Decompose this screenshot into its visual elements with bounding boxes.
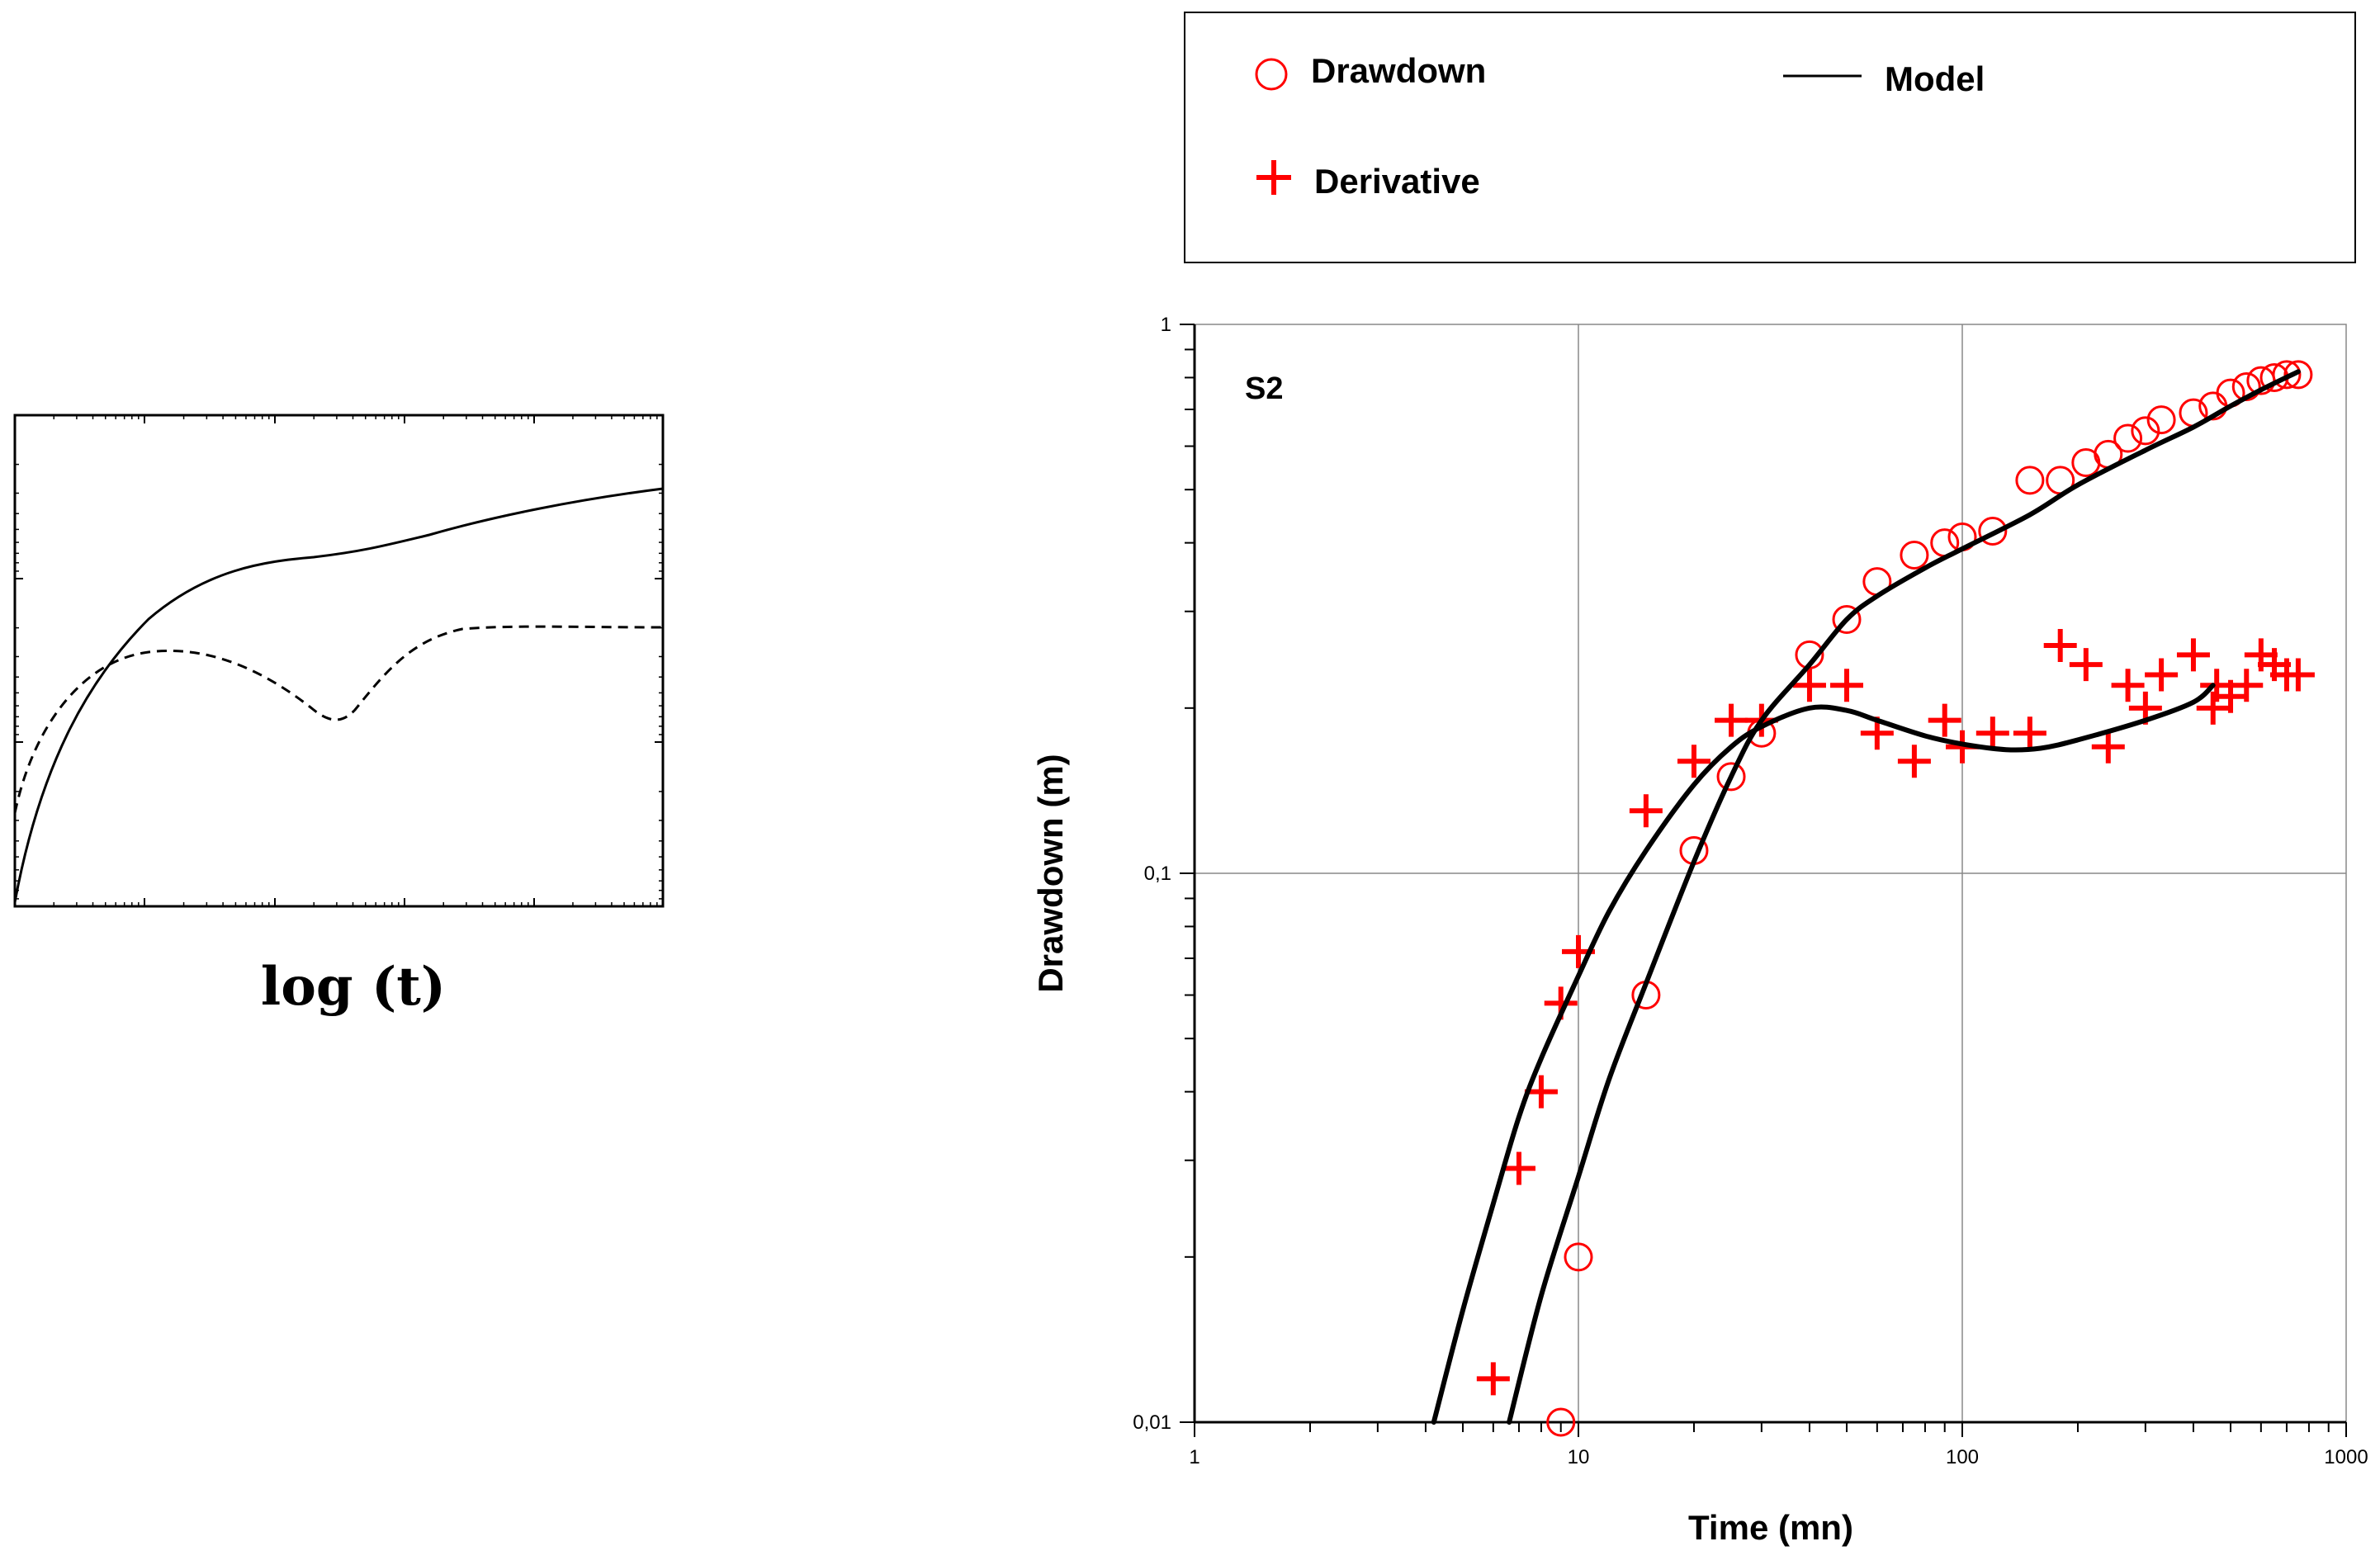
- derivative-point: [2013, 716, 2046, 750]
- legend-derivative-label: Derivative: [1314, 162, 1480, 201]
- derivative-point: [2176, 638, 2210, 672]
- drawdown-point: [1564, 1242, 1593, 1272]
- legend-derivative-marker: [1256, 160, 1291, 195]
- drawdown-point: [1546, 1407, 1576, 1437]
- series: [1431, 360, 2315, 1437]
- x-tick-label: 10: [1568, 1446, 1590, 1468]
- chart-title: S2: [1245, 371, 1283, 406]
- left-plot-frame: [13, 414, 665, 908]
- derivative-point: [1476, 1362, 1510, 1396]
- derivative-point: [2069, 648, 2103, 682]
- drawdown-point: [2131, 416, 2160, 446]
- series-drawdown: [1546, 360, 2313, 1437]
- derivative-point: [2281, 658, 2315, 692]
- legend-drawdown-label: Drawdown: [1311, 51, 1486, 90]
- derivative-point: [1792, 669, 1826, 702]
- model-line: [1431, 683, 2216, 1425]
- model-line: [1507, 369, 2301, 1425]
- derivative-point: [1677, 745, 1710, 778]
- main-chart: 1 10 100 1000 0,01 0,1 1 S2 Time (mn) Drawdown…: [1031, 314, 2368, 1547]
- left-schematic-panel: log (t): [13, 414, 665, 1018]
- series-derivative: [1476, 629, 2315, 1396]
- drawdown-point: [2272, 360, 2302, 390]
- x-tick-label: 1000: [2324, 1446, 2368, 1468]
- axis-ticks: [1180, 324, 2347, 1437]
- legend: Drawdown Derivative Model: [1184, 12, 2356, 263]
- derivative-point: [1715, 703, 1748, 737]
- derivative-point: [1629, 794, 1663, 828]
- derivative-point: [2230, 669, 2264, 702]
- x-tick-label: 1: [1189, 1446, 1199, 1468]
- y-tick-label: 1: [1161, 314, 1171, 336]
- derivative-point: [1502, 1151, 1535, 1185]
- left-dashed-curve: [13, 625, 664, 814]
- derivative-point: [2196, 691, 2230, 725]
- derivative-point: [2145, 658, 2179, 692]
- drawdown-point: [1978, 517, 2008, 546]
- x-axis-label: Time (mn): [1688, 1508, 1853, 1547]
- grid-lines: [1195, 324, 2346, 1422]
- derivative-point: [2043, 629, 2077, 663]
- legend-drawdown-marker: [1255, 58, 1288, 91]
- derivative-point: [1928, 703, 1961, 737]
- derivative-point: [2111, 669, 2145, 702]
- drawdown-point: [2146, 405, 2176, 435]
- y-tick-label: 0,1: [1144, 863, 1171, 885]
- y-tick-label: 0,01: [1133, 1411, 1171, 1434]
- y-axis-label: Drawdown (m): [1031, 754, 1070, 992]
- derivative-point: [1975, 716, 2009, 750]
- drawdown-point: [2015, 466, 2045, 495]
- drawdown-point: [1900, 540, 1929, 570]
- x-tick-label: 100: [1946, 1446, 1979, 1468]
- drawdown-point: [1716, 762, 1746, 792]
- drawdown-point: [2283, 360, 2313, 390]
- derivative-point: [1830, 669, 1864, 702]
- legend-frame: [1184, 12, 2356, 263]
- drawdown-point: [2113, 423, 2143, 453]
- legend-model-label: Model: [1885, 59, 1985, 98]
- drawdown-point: [1832, 605, 1862, 635]
- series-model-derivative: [1431, 683, 2216, 1425]
- derivative-point: [2091, 730, 2125, 764]
- left-solid-curve: [13, 487, 664, 903]
- axis-tick-labels: 1 10 100 1000 0,01 0,1 1: [1133, 314, 2368, 1468]
- derivative-point: [1897, 745, 1931, 778]
- series-model-drawdown: [1507, 369, 2301, 1425]
- left-xlabel: log (t): [261, 956, 446, 1018]
